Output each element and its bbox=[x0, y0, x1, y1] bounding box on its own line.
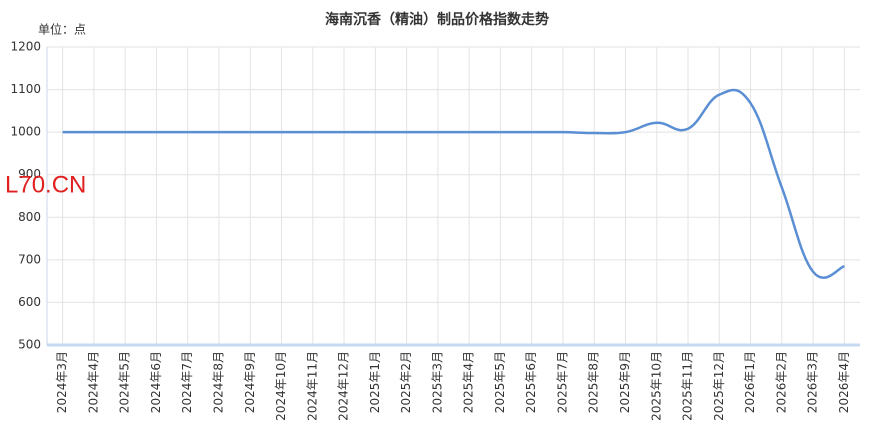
x-tick-label: 2025年8月 bbox=[587, 351, 601, 413]
line bbox=[62, 88, 845, 279]
chart-title: 海南沉香（精油）制品价格指数走势 bbox=[325, 11, 549, 28]
y-tick-label: 1200 bbox=[10, 40, 41, 54]
x-tick-label: 2025年2月 bbox=[399, 351, 413, 413]
y-unit: 单位：点 bbox=[38, 22, 86, 37]
x-tick-label: 2024年7月 bbox=[180, 351, 194, 413]
x-tick-label: 2025年6月 bbox=[524, 351, 538, 413]
x-tick-label: 2024年10月 bbox=[274, 351, 288, 421]
x-tick-label: 2026年4月 bbox=[837, 351, 851, 413]
x-tick-label: 2025年1月 bbox=[368, 351, 382, 413]
x-tick-label: 2024年8月 bbox=[211, 351, 225, 413]
y-tick-label: 600 bbox=[18, 295, 41, 309]
x-tick-label: 2025年10月 bbox=[649, 351, 663, 421]
x-tick-label: 2025年4月 bbox=[462, 351, 476, 413]
x-tick-label: 2025年7月 bbox=[555, 351, 569, 413]
y-tick-label: 900 bbox=[18, 167, 41, 181]
y-tick-label: 1100 bbox=[10, 82, 41, 96]
y-tick-label: 700 bbox=[18, 252, 41, 266]
watermark: L70.CN bbox=[5, 171, 86, 198]
y-tick-label: 800 bbox=[18, 210, 41, 224]
y-tick-label: 500 bbox=[18, 338, 41, 352]
x-tick-label: 2024年6月 bbox=[149, 351, 163, 413]
x-tick-label: 2025年9月 bbox=[618, 351, 632, 413]
y-tick-label: 1000 bbox=[10, 125, 41, 139]
x-tick-label: 2024年3月 bbox=[55, 351, 69, 413]
x-tick-label: 2026年1月 bbox=[743, 351, 757, 413]
x-tick-label: 2026年3月 bbox=[806, 351, 820, 413]
x-tick-label: 2025年12月 bbox=[712, 351, 726, 421]
x-tick-label: 2024年12月 bbox=[337, 351, 351, 421]
x-tick-label: 2024年11月 bbox=[305, 351, 319, 421]
x-tick-label: 2024年5月 bbox=[118, 351, 132, 413]
x-tick-label: 2025年3月 bbox=[430, 351, 444, 413]
x-tick-label: 2026年2月 bbox=[774, 351, 788, 413]
x-tick-label: 2024年9月 bbox=[243, 351, 257, 413]
x-tick-label: 2025年5月 bbox=[493, 351, 507, 413]
x-tick-label: 2024年4月 bbox=[86, 351, 100, 413]
x-tick-label: 2025年11月 bbox=[681, 351, 695, 421]
